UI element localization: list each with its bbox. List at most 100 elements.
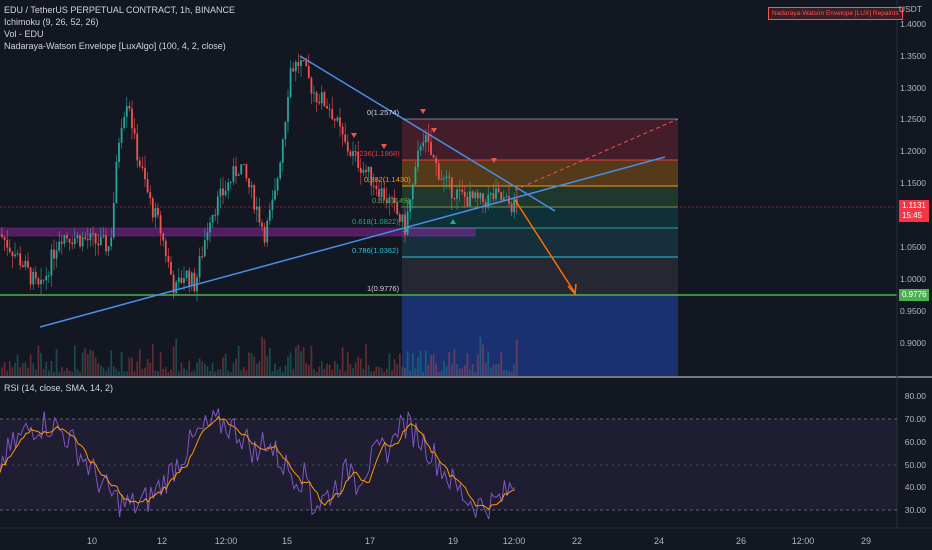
volume-bar — [337, 364, 339, 376]
indicator-nadaraya[interactable]: Nadaraya-Watson Envelope [LuxAlgo] (100,… — [4, 40, 226, 52]
candle-body — [123, 117, 125, 128]
candle-body — [422, 142, 424, 146]
candle-body — [435, 158, 437, 164]
volume-bar — [311, 346, 313, 376]
candle-body — [170, 262, 172, 275]
candle-body — [87, 239, 89, 240]
price-label: 1.1500 — [900, 178, 926, 188]
volume-bar — [105, 371, 107, 376]
candle-body — [300, 60, 302, 66]
volume-bar — [61, 367, 63, 376]
volume-bar — [220, 369, 222, 376]
volume-bar — [230, 372, 232, 376]
candle-body — [144, 168, 146, 179]
candle-body — [147, 179, 149, 192]
candle-body — [116, 162, 118, 203]
volume-bar — [305, 363, 307, 376]
volume-bar — [454, 349, 456, 376]
volume-bar — [503, 370, 505, 376]
volume-bar — [495, 364, 497, 376]
volume-bar — [342, 347, 344, 376]
countdown: 15:45 — [902, 211, 926, 221]
volume-bar — [100, 365, 102, 376]
volume-bar — [383, 372, 385, 376]
candle-body — [19, 253, 21, 265]
volume-bar — [329, 364, 331, 376]
candle-body — [199, 256, 201, 277]
candle-body — [365, 170, 367, 172]
volume-bar — [84, 348, 86, 376]
volume-bar — [451, 365, 453, 376]
fib-label: 0.786(1.0362) — [352, 246, 399, 255]
indicator-ichimoku[interactable]: Ichimoku (9, 26, 52, 26) — [4, 16, 99, 28]
volume-bar — [113, 366, 115, 376]
fib-retracement[interactable] — [402, 119, 678, 376]
volume-bar — [1, 368, 3, 376]
volume-bar — [441, 370, 443, 376]
indicator-volume[interactable]: Vol - EDU — [4, 28, 44, 40]
volume-bar — [165, 367, 167, 376]
candle-body — [27, 261, 29, 268]
volume-bar — [45, 362, 47, 376]
volume-bar — [209, 371, 211, 376]
candle-body — [45, 276, 47, 280]
candle-body — [292, 68, 294, 71]
candle-body — [178, 278, 180, 282]
candle-body — [230, 182, 232, 183]
volume-bar — [160, 352, 162, 376]
price-label: 1.2000 — [900, 146, 926, 156]
volume-bar — [12, 367, 14, 376]
candle-body — [139, 160, 141, 166]
volume-bar — [279, 367, 281, 376]
volume-bar — [173, 346, 175, 376]
volume-bar — [175, 339, 177, 376]
volume-bar — [485, 363, 487, 376]
volume-bar — [448, 352, 450, 376]
volume-bar — [298, 345, 300, 376]
candle-body — [4, 237, 6, 240]
volume-bar — [9, 361, 11, 376]
volume-bar — [251, 353, 253, 376]
rsi-title[interactable]: RSI (14, close, SMA, 14, 2) — [4, 382, 113, 394]
volume-bar — [199, 358, 201, 376]
candle-body — [329, 109, 331, 110]
candle-body — [451, 177, 453, 198]
volume-bar — [487, 352, 489, 376]
volume-bar — [214, 372, 216, 376]
volume-bar — [19, 367, 21, 376]
volume-bar — [243, 367, 245, 376]
volume-bar — [103, 367, 105, 376]
candle-body — [105, 235, 107, 251]
volume-bar — [500, 352, 502, 376]
volume-bar — [415, 368, 417, 376]
volume-bar — [35, 369, 37, 376]
candle-body — [220, 189, 222, 197]
volume-bar — [396, 364, 398, 376]
volume-bar — [40, 353, 42, 376]
volume-bar — [233, 363, 235, 376]
rsi-axis-label: 70.00 — [905, 414, 926, 424]
volume-bar — [412, 353, 414, 376]
volume-bar — [508, 371, 510, 376]
volume-bar — [48, 370, 50, 376]
candle-body — [204, 240, 206, 256]
volume-bar — [321, 361, 323, 376]
volume-bar — [38, 346, 40, 376]
volume-bar — [287, 357, 289, 376]
candle-body — [511, 203, 513, 212]
candle-body — [272, 200, 274, 210]
candle-body — [256, 207, 258, 210]
candle-body — [217, 196, 219, 215]
candle-body — [201, 256, 203, 257]
candle-body — [82, 237, 84, 246]
volume-bar — [399, 353, 401, 376]
volume-bar — [386, 369, 388, 376]
time-label: 12:00 — [503, 536, 526, 546]
volume-bar — [256, 364, 258, 376]
candle-body — [412, 184, 414, 199]
price-label: 1.3500 — [900, 51, 926, 61]
volume-bar — [277, 370, 279, 376]
candle-body — [14, 254, 16, 256]
volume-bar — [274, 364, 276, 376]
